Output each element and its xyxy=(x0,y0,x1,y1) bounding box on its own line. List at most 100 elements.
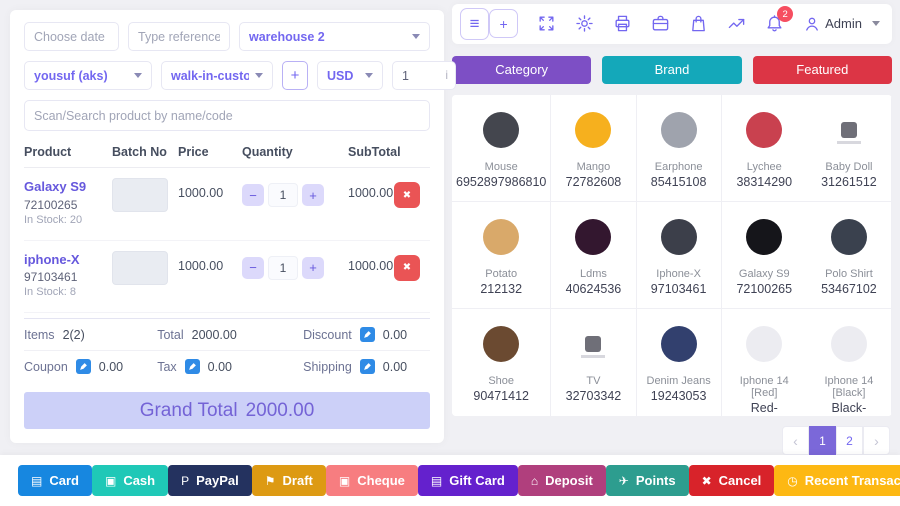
shopping-bag-icon[interactable] xyxy=(689,14,708,33)
printer-icon[interactable] xyxy=(613,14,632,33)
cart-product-link[interactable]: iphone-X xyxy=(24,251,80,267)
payment-button[interactable]: ▣ Cash xyxy=(91,465,169,496)
rocket-icon: ✈ xyxy=(618,473,629,488)
seller-select[interactable]: yousuf (aks) xyxy=(24,61,152,90)
payment-button[interactable]: ◷ Recent Transaction xyxy=(774,465,900,496)
info-icon: i xyxy=(445,68,448,82)
exchange-rate-input[interactable] xyxy=(392,61,456,90)
cart-row: Galaxy S9 72100265 In Stock: 20 1000.00 … xyxy=(24,168,430,241)
product-card[interactable]: Shoe 90471412 xyxy=(452,308,552,416)
product-card[interactable]: Polo Shirt 53467102 xyxy=(806,201,892,309)
admin-menu[interactable]: Admin xyxy=(803,15,880,33)
edit-coupon-icon[interactable] xyxy=(75,359,91,374)
product-image xyxy=(726,319,803,369)
product-card[interactable]: Denim Jeans 19243053 xyxy=(636,308,722,416)
quantity-value[interactable]: 1 xyxy=(268,255,298,280)
product-search-input[interactable] xyxy=(24,100,430,131)
payment-button[interactable]: ✈ Points xyxy=(605,465,689,496)
settings-gear-icon[interactable] xyxy=(575,14,594,33)
decrease-qty-button[interactable]: − xyxy=(242,184,264,206)
increase-qty-button[interactable]: + xyxy=(302,256,324,279)
product-card[interactable]: Iphone 14 [Black] Black-17628500 xyxy=(806,308,892,416)
cancel-icon: ✖ xyxy=(701,473,712,488)
chevron-down-icon xyxy=(134,73,142,78)
trending-chart-icon[interactable] xyxy=(727,14,746,33)
chevron-down-icon xyxy=(872,21,880,27)
product-card[interactable]: Iphone-X 97103461 xyxy=(636,201,722,309)
product-card[interactable]: Ldms 40624536 xyxy=(551,201,637,309)
coupon-value: 0.00 xyxy=(98,359,124,374)
product-card[interactable]: Iphone 14 [Red] Red-17628500 xyxy=(721,308,807,416)
briefcase-icon[interactable] xyxy=(651,14,670,33)
notifications-bell-icon[interactable]: 2 xyxy=(765,6,794,33)
product-card[interactable]: Galaxy S9 72100265 xyxy=(721,201,807,309)
admin-label: Admin xyxy=(825,16,862,32)
filter-button[interactable]: Category xyxy=(452,55,592,84)
items-label: Items xyxy=(24,327,55,342)
grand-total-bar: Grand Total 2000.00 xyxy=(24,392,430,429)
product-card[interactable]: Baby Doll 31261512 xyxy=(806,94,892,202)
product-card[interactable]: Potato 212132 xyxy=(452,201,552,309)
increase-qty-button[interactable]: + xyxy=(302,184,324,206)
payment-button[interactable]: ⚑ Draft xyxy=(251,465,326,496)
payment-bar: ▤ Card ▣ Cash P PayPal ⚑ Draft ▣ Cheque xyxy=(0,455,900,506)
add-button[interactable]: + xyxy=(489,9,519,39)
filter-button[interactable]: Brand xyxy=(602,55,742,84)
product-name: Mango xyxy=(576,160,611,173)
fullscreen-icon[interactable] xyxy=(537,14,556,33)
shipping-value: 0.00 xyxy=(382,359,408,374)
tax-value: 0.00 xyxy=(207,359,233,374)
product-code: 19243053 xyxy=(650,388,707,403)
cart-subtotal: 1000.00 xyxy=(348,186,394,200)
add-customer-button[interactable]: + xyxy=(282,61,308,90)
page-2-button[interactable]: 2 xyxy=(836,426,863,455)
payment-button[interactable]: ⌂ Deposit xyxy=(517,465,606,496)
product-card[interactable]: Mouse 6952897986810 xyxy=(452,94,552,202)
payment-button[interactable]: P PayPal xyxy=(168,465,252,496)
product-card[interactable]: Earphone 85415108 xyxy=(636,94,722,202)
edit-discount-icon[interactable] xyxy=(359,327,375,342)
date-input[interactable] xyxy=(24,22,119,51)
payment-button[interactable]: ▣ Cheque xyxy=(325,465,418,496)
currency-select[interactable]: USD xyxy=(317,61,383,90)
menu-toggle-button[interactable]: ≡ xyxy=(460,7,490,40)
next-page-button[interactable]: › xyxy=(863,426,890,455)
batch-no-input[interactable] xyxy=(112,178,168,212)
payment-button[interactable]: ▤ Gift Card xyxy=(417,465,518,496)
page-1-button[interactable]: 1 xyxy=(809,426,836,455)
edit-shipping-icon[interactable] xyxy=(359,359,375,374)
warehouse-select[interactable]: warehouse 2 xyxy=(239,22,430,51)
quantity-value[interactable]: 1 xyxy=(268,183,298,207)
exchange-rate-wrap: i xyxy=(392,61,456,90)
product-card[interactable]: TV 32703342 xyxy=(551,308,637,416)
items-value: 2(2) xyxy=(62,327,85,342)
product-name: Ldms xyxy=(580,267,607,280)
quantity-stepper: − 1 + xyxy=(242,178,348,207)
product-name: Galaxy S9 xyxy=(738,267,790,280)
reference-input[interactable] xyxy=(128,22,230,51)
prev-page-button[interactable]: ‹ xyxy=(782,426,809,455)
cart-product-link[interactable]: Galaxy S9 xyxy=(24,179,87,194)
product-card[interactable]: Mango 72782608 xyxy=(551,94,637,202)
remove-item-button[interactable]: ✖ xyxy=(394,254,420,281)
payment-button[interactable]: ✖ Cancel xyxy=(688,465,775,496)
warehouse-value: warehouse 2 xyxy=(249,29,325,44)
filter-button[interactable]: Featured xyxy=(752,55,892,84)
product-name: Mouse xyxy=(484,160,518,173)
edit-tax-icon[interactable] xyxy=(184,359,200,374)
decrease-qty-button[interactable]: − xyxy=(242,256,264,279)
chevron-down-icon xyxy=(412,34,420,39)
batch-no-input[interactable] xyxy=(112,250,168,285)
pagination: ‹ 1 2 › xyxy=(454,426,890,455)
product-code: 97103461 xyxy=(650,281,707,296)
cart-product-cell: Galaxy S9 72100265 In Stock: 20 xyxy=(24,178,112,226)
payment-label: Deposit xyxy=(545,473,593,488)
total-value: 2000.00 xyxy=(191,327,237,342)
product-image xyxy=(641,319,717,369)
cart-panel: warehouse 2 yousuf (aks) walk-in-custome… xyxy=(10,10,456,443)
customer-select[interactable]: walk-in-customer i xyxy=(161,61,273,90)
product-card[interactable]: Lychee 38314290 xyxy=(721,94,807,202)
payment-button[interactable]: ▤ Card xyxy=(18,465,92,496)
paypal-icon: P xyxy=(181,473,190,488)
remove-item-button[interactable]: ✖ xyxy=(394,182,420,208)
